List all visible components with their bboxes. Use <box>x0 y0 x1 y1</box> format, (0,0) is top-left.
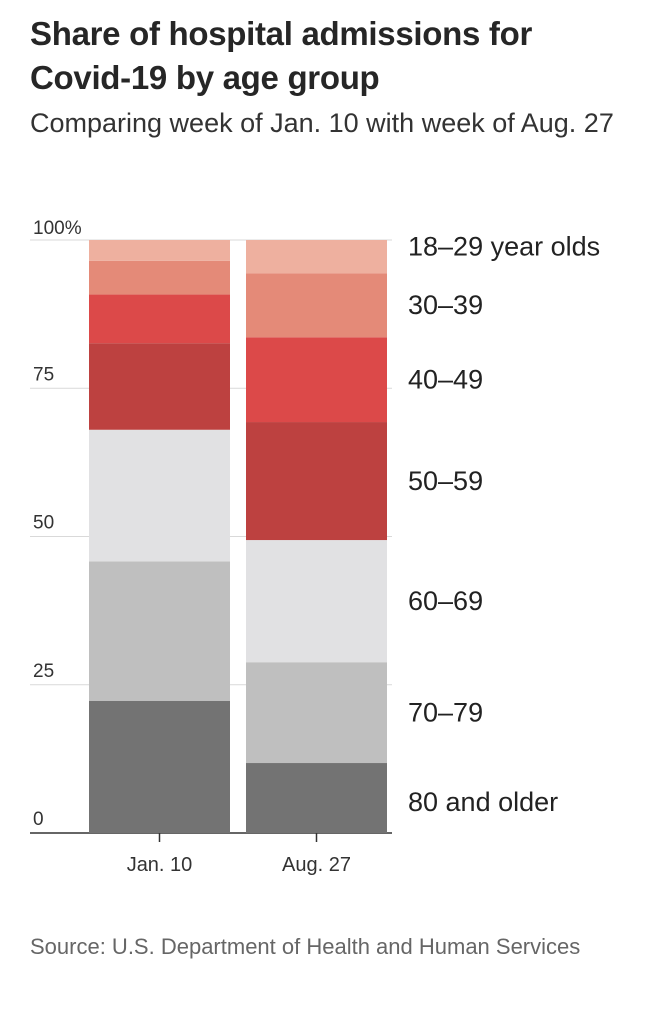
y-tick-label-50: 50 <box>33 513 54 534</box>
legend-label-80-and-older: 80 and older <box>408 787 558 817</box>
bar-segment-aug-27-70-79 <box>246 662 387 764</box>
legend-label-70-79: 70–79 <box>408 698 483 728</box>
bar-segment-aug-27-30-39 <box>246 273 387 338</box>
legend-label-40-49: 40–49 <box>408 365 483 395</box>
bar-segment-jan-10-70-79 <box>89 561 230 701</box>
x-tick-label-aug-27: Aug. 27 <box>282 854 351 876</box>
bar-segment-jan-10-50-59 <box>89 343 230 430</box>
legend-label-30-39: 30–39 <box>408 290 483 320</box>
bar-segment-jan-10-80-and-older <box>89 700 230 833</box>
bar-segment-jan-10-60-69 <box>89 429 230 562</box>
y-tick-label-75: 75 <box>33 364 54 385</box>
chart-subtitle: Comparing week of Jan. 10 with week of A… <box>30 108 614 138</box>
bar-segment-aug-27-40-49 <box>246 337 387 423</box>
bar-segment-jan-10-30-39 <box>89 260 230 295</box>
bar-segment-aug-27-60-69 <box>246 540 387 663</box>
bar-segment-aug-27-50-59 <box>246 422 387 541</box>
bar-segment-jan-10-40-49 <box>89 294 230 344</box>
y-tick-label-0: 0 <box>33 809 44 830</box>
legend-label-50-59: 50–59 <box>408 466 483 496</box>
legend-label-18-29-year-olds: 18–29 year olds <box>408 232 600 262</box>
chart-title: Share of hospital admissions for Covid-1… <box>30 15 532 96</box>
source-note: Source: U.S. Department of Health and Hu… <box>30 934 581 959</box>
y-tick-label-100: 100% <box>33 218 82 239</box>
bar-segment-aug-27-80-and-older <box>246 763 387 833</box>
bar-segment-jan-10-18-29-year-olds <box>89 240 230 261</box>
y-tick-label-25: 25 <box>33 661 54 682</box>
legend-label-60-69: 60–69 <box>408 586 483 616</box>
bar-segment-aug-27-18-29-year-olds <box>246 240 387 274</box>
x-tick-label-jan-10: Jan. 10 <box>127 854 193 876</box>
